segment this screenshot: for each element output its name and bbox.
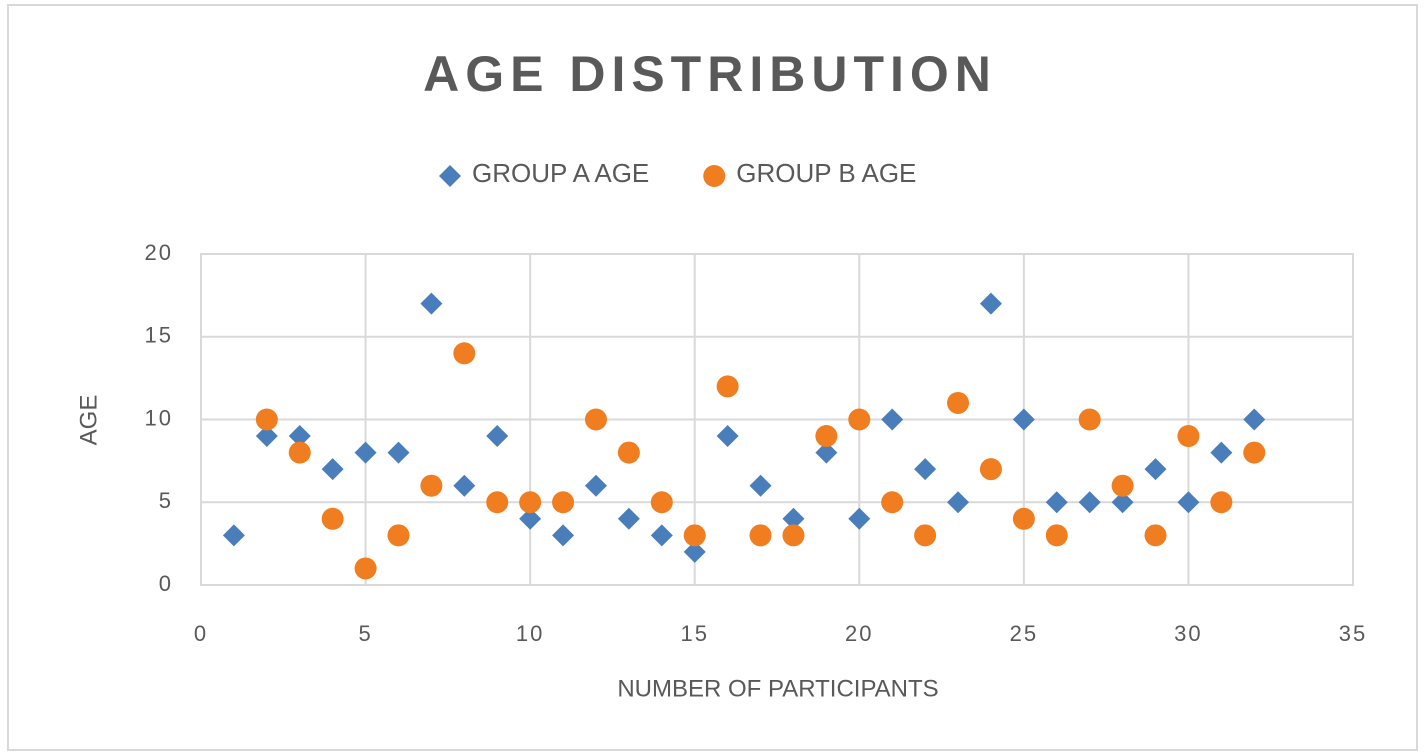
data-point <box>519 507 542 530</box>
x-tick-label: 35 <box>1339 621 1367 646</box>
data-point <box>321 507 344 530</box>
data-point <box>552 524 575 547</box>
data-point <box>947 391 970 414</box>
data-point <box>1243 441 1266 464</box>
x-tick-label: 10 <box>516 621 544 646</box>
data-point <box>881 408 904 431</box>
data-point <box>881 491 904 514</box>
data-point <box>387 524 410 547</box>
data-point <box>486 491 509 514</box>
data-point <box>288 425 311 448</box>
data-point <box>222 524 245 547</box>
y-tick-label: 20 <box>145 240 173 265</box>
y-axis-label: AGE <box>75 395 102 446</box>
data-point <box>552 491 575 514</box>
data-point <box>749 524 772 547</box>
data-point <box>321 458 344 481</box>
y-tick-label: 10 <box>145 405 173 430</box>
data-point <box>650 491 673 514</box>
data-point <box>979 292 1002 315</box>
x-tick-label: 30 <box>1174 621 1202 646</box>
data-point <box>914 458 937 481</box>
data-point <box>1177 491 1200 514</box>
chart-border <box>7 4 1418 751</box>
data-point <box>1045 524 1068 547</box>
data-point <box>617 507 640 530</box>
data-point <box>1177 425 1200 448</box>
data-point <box>387 441 410 464</box>
data-point <box>1144 524 1167 547</box>
data-point <box>1045 491 1068 514</box>
legend-label: GROUP B AGE <box>736 158 916 188</box>
data-point <box>617 441 640 464</box>
data-point <box>914 524 937 547</box>
data-point <box>288 441 311 464</box>
x-axis-label: NUMBER OF PARTICIPANTS <box>617 675 938 702</box>
x-tick-label: 20 <box>845 621 873 646</box>
data-point <box>683 524 706 547</box>
x-tick-label: 15 <box>680 621 708 646</box>
data-point <box>1078 491 1101 514</box>
data-point <box>1078 408 1101 431</box>
data-point <box>255 425 278 448</box>
x-tick-label: 5 <box>358 621 372 646</box>
data-point <box>848 507 871 530</box>
data-point <box>815 441 838 464</box>
chart-title: AGE DISTRIBUTION <box>423 46 997 102</box>
data-point <box>255 408 278 431</box>
data-point <box>354 441 377 464</box>
data-point <box>782 524 805 547</box>
data-point <box>1144 458 1167 481</box>
data-point <box>848 408 871 431</box>
data-point <box>815 425 838 448</box>
data-point <box>749 474 772 497</box>
data-point <box>1111 491 1134 514</box>
data-point <box>420 474 443 497</box>
data-point <box>1243 408 1266 431</box>
data-point <box>584 474 607 497</box>
y-tick-label: 15 <box>145 323 173 348</box>
data-point <box>1210 441 1233 464</box>
y-tick-label: 0 <box>159 571 173 596</box>
data-point <box>354 557 377 580</box>
data-point <box>519 491 542 514</box>
data-point <box>683 540 706 563</box>
data-point <box>453 474 476 497</box>
data-point <box>716 425 739 448</box>
legend-marker <box>439 165 461 187</box>
data-point <box>782 507 805 530</box>
data-point <box>1012 507 1035 530</box>
data-point <box>453 342 476 365</box>
y-tick-label: 5 <box>159 488 173 513</box>
data-point <box>420 292 443 315</box>
x-tick-label: 25 <box>1010 621 1038 646</box>
data-point <box>584 408 607 431</box>
data-point <box>650 524 673 547</box>
data-point <box>716 375 739 398</box>
data-point <box>947 491 970 514</box>
legend-marker <box>703 165 726 187</box>
data-point <box>979 458 1002 481</box>
data-point <box>1210 491 1233 514</box>
data-point <box>486 425 509 448</box>
data-point <box>1111 474 1134 497</box>
legend-label: GROUP A AGE <box>472 158 649 188</box>
x-tick-label: 0 <box>194 621 208 646</box>
data-point <box>1012 408 1035 431</box>
